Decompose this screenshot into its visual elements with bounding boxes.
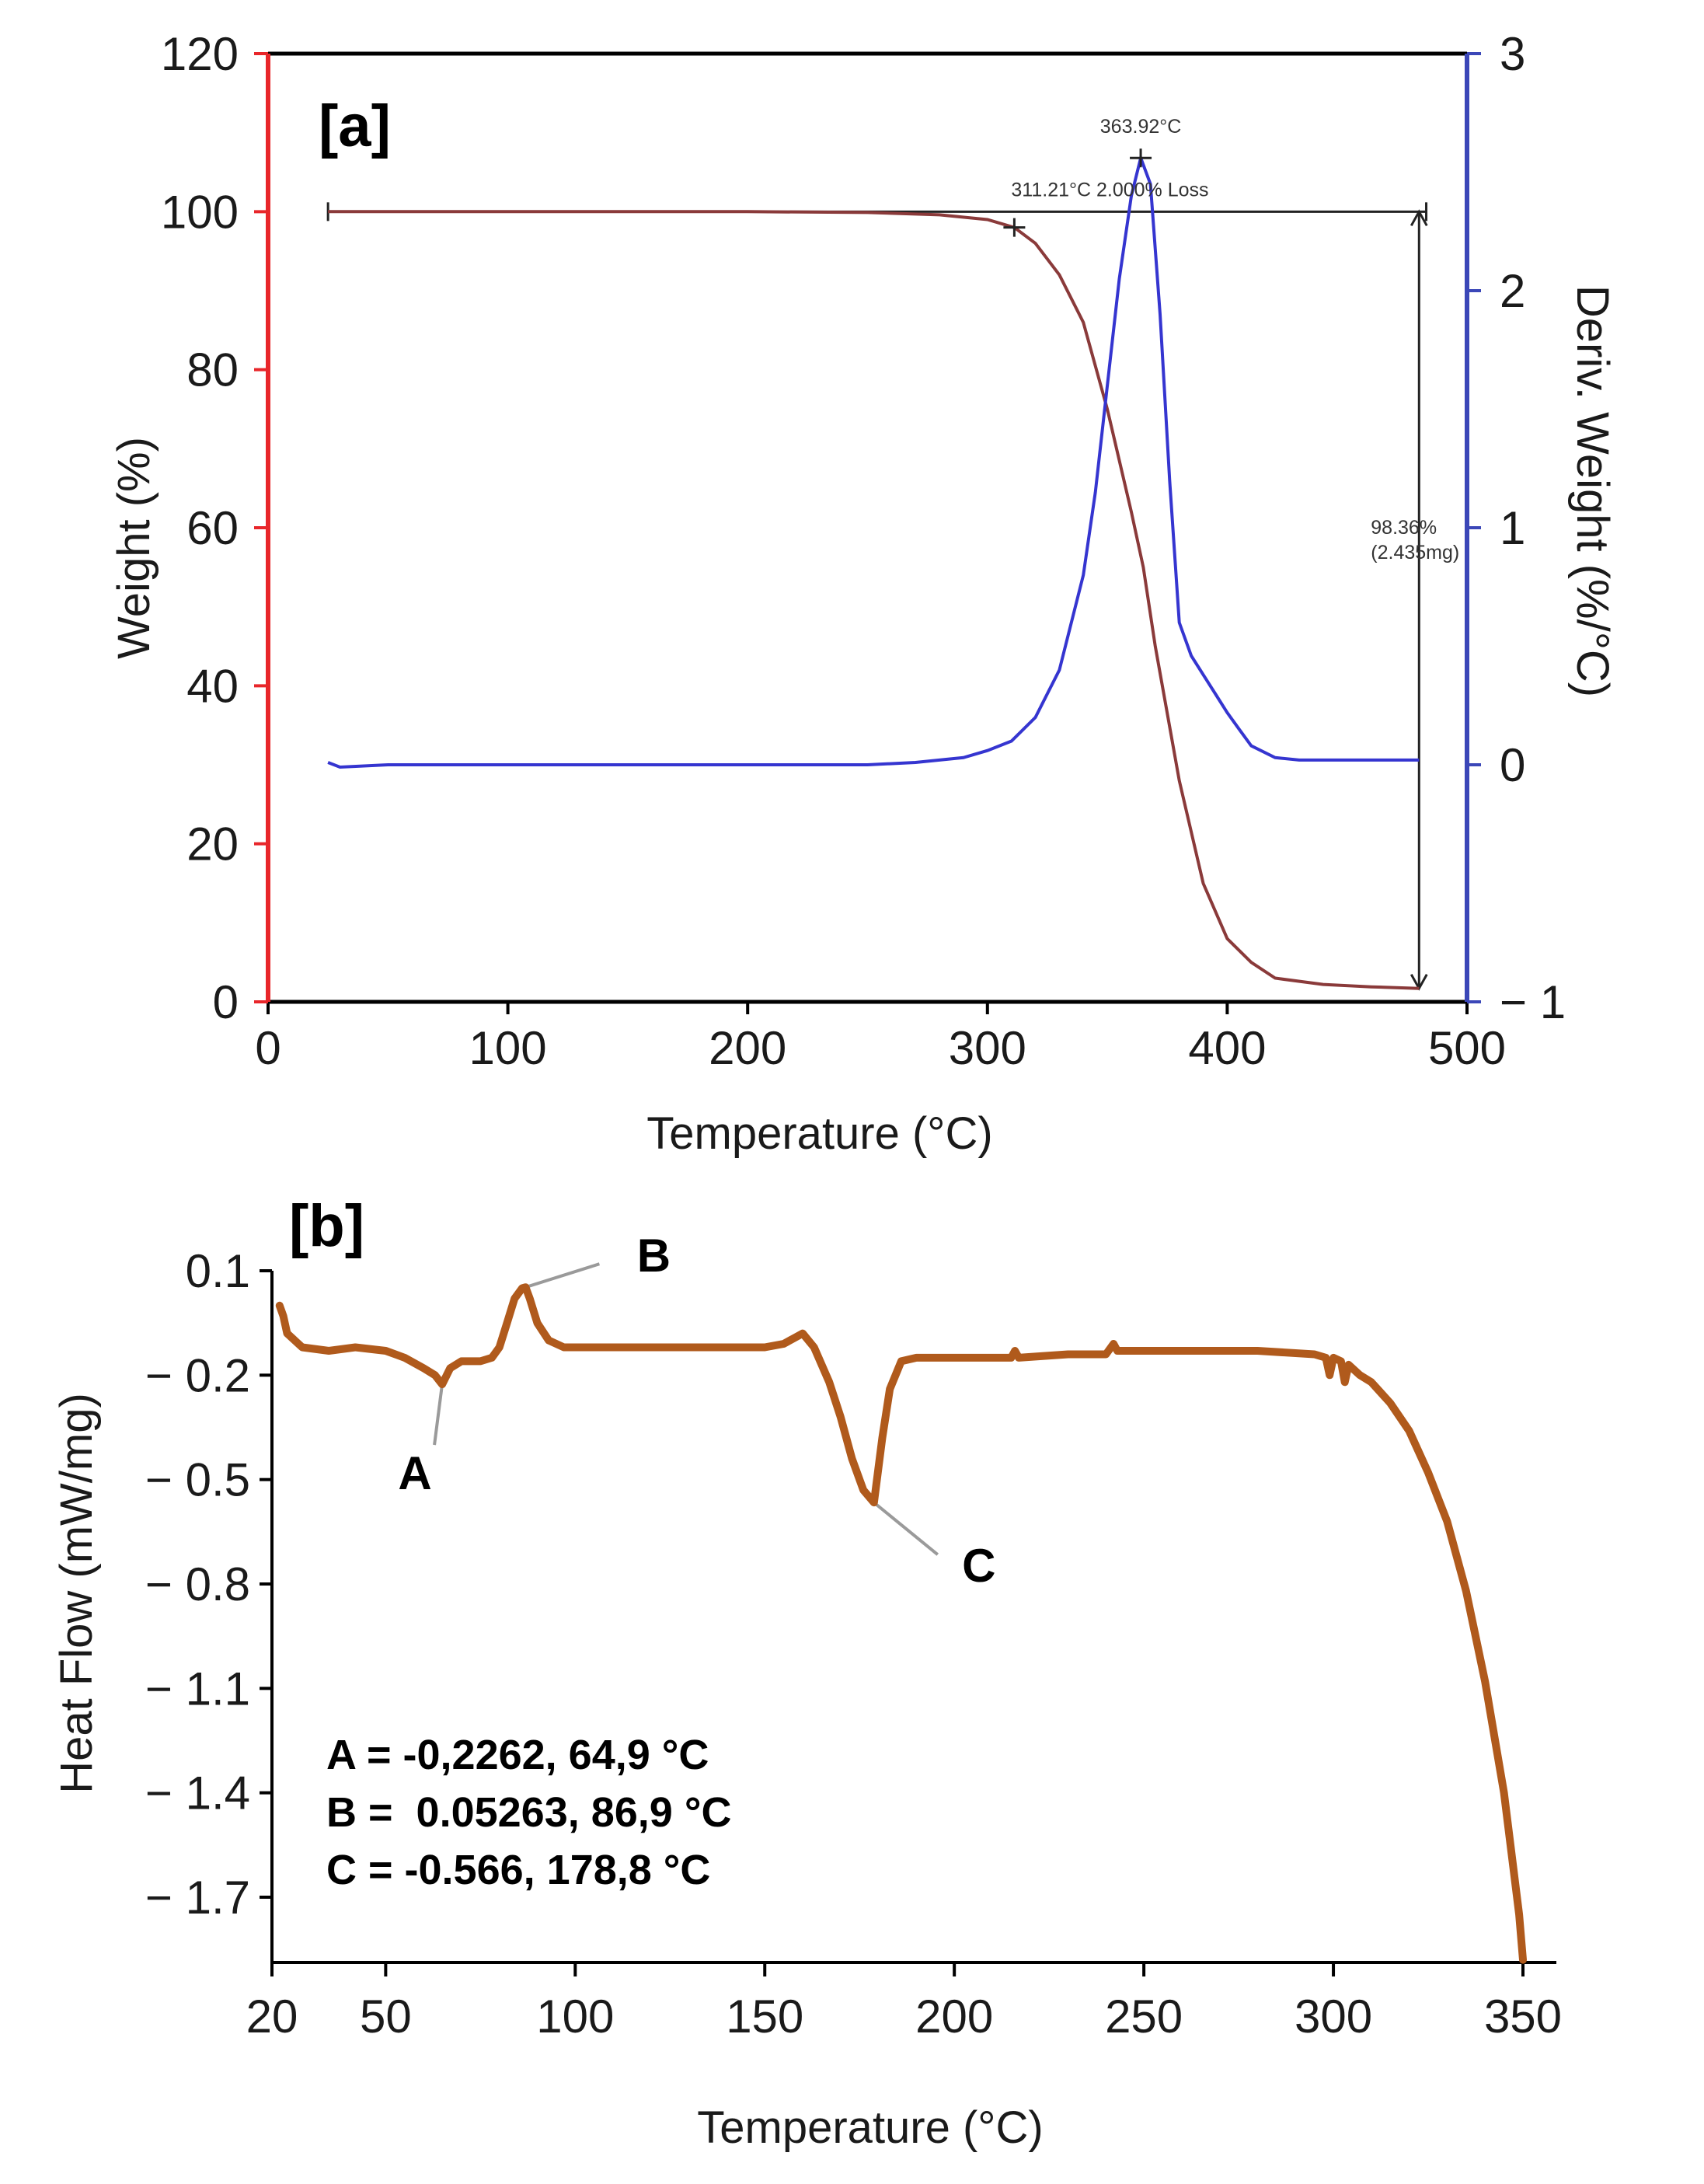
x-axis-label: Temperature (°C): [697, 2102, 1043, 2153]
y-tick-label: 100: [161, 186, 239, 238]
y-tick-label: 20: [186, 818, 239, 870]
summary-line-a: A = -0,2262, 64,9 °C: [326, 1732, 709, 1778]
x-tick-label: 200: [915, 1990, 993, 2043]
x-tick-label: 150: [726, 1990, 803, 2043]
marker-label-a: A: [398, 1447, 431, 1499]
right-y-axis-ticks: − 1 0 1 2 3: [1467, 28, 1566, 1028]
leader-line: [433, 1383, 444, 1446]
peak-temperature-label: 363.92°C: [1100, 116, 1182, 138]
x-tick-label: 350: [1484, 1990, 1562, 2043]
left-y-axis-ticks: 0 20 40 60 80 100 120: [161, 28, 268, 1028]
x-tick-label: 100: [469, 1022, 547, 1074]
loss-percent-label: 98.36%: [1371, 517, 1437, 539]
y2-tick-label: − 1: [1500, 976, 1566, 1028]
y-tick-label: − 1.1: [145, 1662, 250, 1715]
weight-curve: [328, 210, 1420, 990]
y-tick-label: − 0.5: [145, 1454, 250, 1506]
summary-line-b: B = 0.05263, 86,9 °C: [326, 1789, 731, 1836]
y-tick-label: 80: [186, 344, 239, 396]
x-tick-label: 50: [360, 1990, 412, 2043]
marker-summary: A = -0,2262, 64,9 °C B = 0.05263, 86,9 °…: [326, 1732, 731, 1893]
x-axis-label: Temperature (°C): [646, 1108, 992, 1159]
peak-annotation: 363.92°C: [1100, 116, 1182, 168]
right-y-axis-label: Deriv. Weight (%/°C): [1567, 285, 1618, 697]
y2-tick-label: 1: [1500, 502, 1525, 554]
summary-line-c: C = -0.566, 178,8 °C: [326, 1847, 710, 1893]
x-tick-label: 20: [246, 1990, 298, 2043]
left-y-axis-label: Weight (%): [109, 437, 159, 659]
y2-tick-label: 2: [1500, 265, 1525, 317]
x-tick-label: 500: [1428, 1022, 1506, 1074]
tga-chart: 0 100 200 300 400 500 0 20 40 60 80 100 120 − 1 0 1 2 3…: [109, 28, 1618, 1159]
x-axis-ticks: 20 50 100 150 200 250 300 350: [246, 1962, 1562, 2043]
y-tick-label: 40: [186, 660, 239, 712]
onset-annotation: 311.21°C 2.000% Loss: [1003, 179, 1209, 237]
heat-flow-curve: [275, 1283, 1527, 1964]
marker-label-c: C: [962, 1540, 995, 1592]
y2-tick-label: 0: [1500, 739, 1525, 791]
y-axis-ticks: 0.1 − 0.2 − 0.5 − 0.8 − 1.1 − 1.4 − 1.7: [145, 1245, 272, 1924]
y-tick-label: 0: [213, 976, 239, 1028]
y-tick-label: − 0.8: [145, 1558, 250, 1610]
deriv-weight-curve: [327, 152, 1420, 769]
x-tick-label: 300: [1295, 1990, 1372, 2043]
y-tick-label: 60: [186, 502, 239, 554]
panel-label: [a]: [319, 93, 391, 159]
marker-leader-lines: [433, 1262, 939, 1556]
x-tick-label: 200: [709, 1022, 786, 1074]
x-tick-label: 400: [1188, 1022, 1266, 1074]
y-tick-label: − 1.7: [145, 1872, 250, 1924]
arrowhead-top: [1410, 209, 1428, 227]
x-tick-label: 300: [949, 1022, 1026, 1074]
onset-label: 311.21°C 2.000% Loss: [1011, 179, 1208, 201]
y-tick-label: − 0.2: [145, 1349, 250, 1401]
x-tick-label: 250: [1105, 1990, 1183, 2043]
loss-annotation: 98.36% (2.435mg): [326, 202, 1459, 991]
peak-marker: [1130, 148, 1152, 168]
y-tick-label: − 1.4: [145, 1767, 250, 1819]
x-axis-ticks: 0 100 200 300 400 500: [255, 1002, 1506, 1074]
panel-label: [b]: [289, 1193, 364, 1259]
leader-line: [873, 1501, 939, 1556]
dsc-chart: 20 50 100 150 200 250 300 350 0.1 − 0.2 − 0.5 − 0.…: [51, 1193, 1562, 2153]
y-tick-label: 120: [161, 28, 239, 80]
y-axis-label: Heat Flow (mW/mg): [51, 1393, 102, 1794]
y-tick-label: 0.1: [186, 1245, 250, 1297]
onset-marker: [1003, 218, 1026, 237]
x-tick-label: 0: [255, 1022, 281, 1074]
x-tick-label: 100: [536, 1990, 614, 2043]
leader-line: [524, 1262, 600, 1289]
loss-mass-label: (2.435mg): [1371, 542, 1459, 563]
marker-label-b: B: [637, 1230, 671, 1282]
y2-tick-label: 3: [1500, 28, 1525, 80]
